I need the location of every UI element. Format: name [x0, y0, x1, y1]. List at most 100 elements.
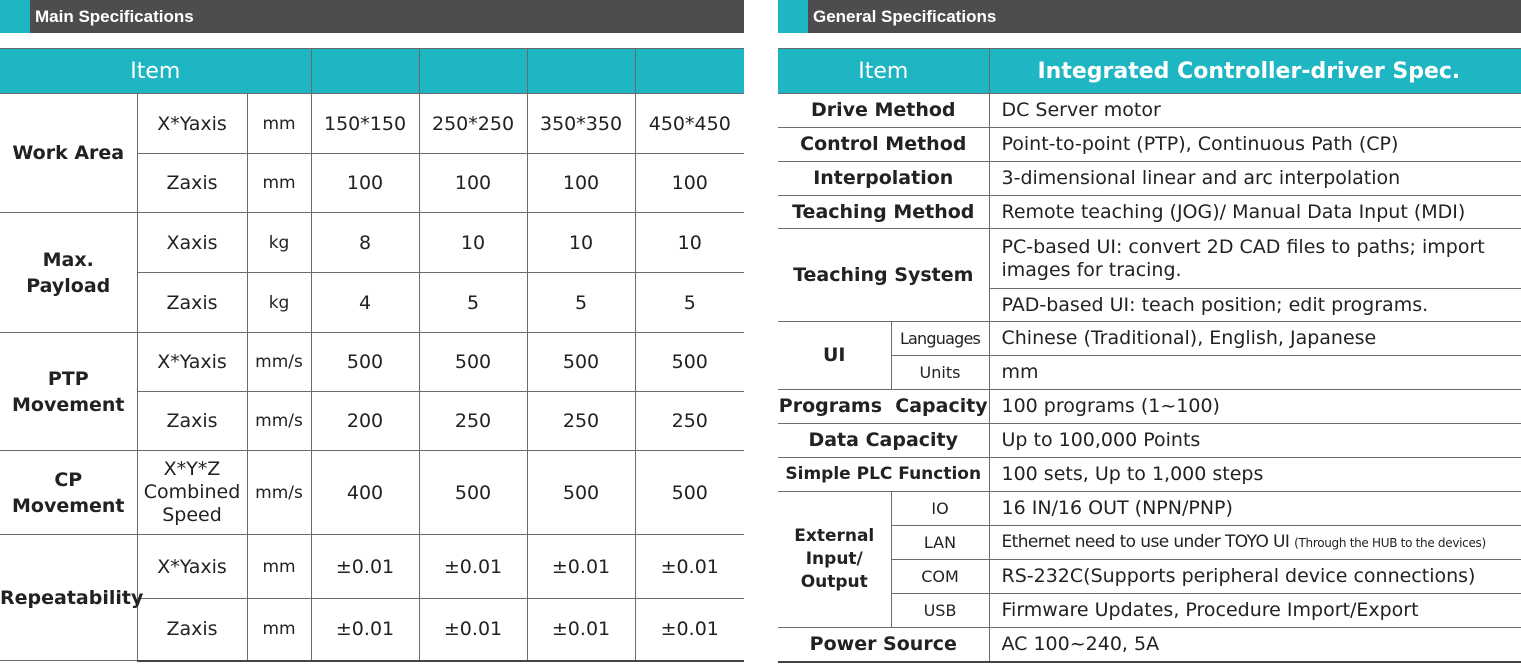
- table-row: Teaching Method Remote teaching (JOG)/ M…: [778, 195, 1521, 229]
- value-cell: ±0.01: [634, 598, 745, 662]
- header-accent: [778, 0, 808, 33]
- value-cell: 250: [634, 391, 745, 451]
- value-cell: 350*350: [526, 93, 636, 154]
- value-cell: 500: [634, 450, 745, 535]
- table-row: Simple PLC Function 100 sets, Up to 1,00…: [778, 457, 1521, 492]
- table-row: Data Capacity Up to 100,000 Points: [778, 423, 1521, 458]
- external-io-label: External Input/ Output: [778, 491, 892, 628]
- programs-capacity-value: 100 programs (1~100): [988, 389, 1521, 424]
- table-row: Max. Payload Xaxis kg 8 10 10 10: [0, 212, 745, 333]
- axis-cell: Xaxis: [136, 212, 248, 273]
- general-spec-title: General Specifications: [813, 7, 997, 26]
- value-cell: 500: [310, 332, 420, 392]
- teaching-method-label: Teaching Method: [778, 195, 990, 229]
- table-row: USB Firmware Updates, Procedure Import/E…: [778, 593, 1521, 628]
- interpolation-value: 3-dimensional linear and arc interpolati…: [988, 161, 1521, 196]
- table-row: Zaxis mm ±0.01 ±0.01 ±0.01 ±0.01: [0, 598, 745, 662]
- teaching-system-pc-value: PC-based UI: convert 2D CAD files to pat…: [988, 228, 1521, 289]
- table-row: Zaxis mm/s 200 250 250 250: [0, 391, 745, 451]
- value-cell: 250*250: [418, 93, 528, 154]
- value-cell: ±0.01: [634, 534, 745, 599]
- table-row: External Input/ Output IO 16 IN/16 OUT (…: [778, 491, 1521, 628]
- value-cell: 4: [310, 272, 420, 333]
- value-cell: 250: [526, 391, 636, 451]
- table-row: COM RS-232C(Supports peripheral device c…: [778, 559, 1521, 594]
- value-cell: 100: [310, 153, 420, 213]
- table-header-row: Item: [0, 48, 745, 94]
- table-row: CP Movement X*Y*Z Combined Speed mm/s 40…: [0, 450, 745, 535]
- model-header: [418, 48, 528, 94]
- value-cell: 200: [310, 391, 420, 451]
- main-spec-table: Item Work Area X*Yaxis mm 150*150 250*25…: [0, 48, 745, 662]
- value-cell: 450*450: [634, 93, 745, 154]
- axis-cell: Zaxis: [137, 272, 248, 333]
- table-row: UI Languages Chinese (Traditional), Engl…: [778, 321, 1521, 390]
- drive-method-value: DC Server motor: [988, 93, 1521, 128]
- header-accent: [0, 0, 30, 33]
- spec-header: Integrated Controller-driver Spec.: [988, 48, 1521, 94]
- teaching-system-label: Teaching System: [778, 228, 990, 322]
- value-cell: 10: [634, 212, 745, 273]
- value-cell: ±0.01: [418, 598, 528, 662]
- value-cell: 250: [418, 391, 528, 451]
- com-value: RS-232C(Supports peripheral device conne…: [988, 559, 1521, 594]
- unit-cell: mm: [246, 534, 312, 599]
- teaching-system-pad-value: PAD-based UI: teach position; edit progr…: [989, 288, 1521, 322]
- table-row: Power Source AC 100~240, 5A: [778, 627, 1521, 663]
- data-capacity-value: Up to 100,000 Points: [988, 423, 1521, 458]
- unit-cell: mm: [246, 153, 312, 213]
- value-cell: ±0.01: [310, 534, 420, 599]
- usb-value: Firmware Updates, Procedure Import/Expor…: [988, 593, 1521, 628]
- value-cell: 5: [418, 272, 528, 333]
- model-header: [526, 48, 636, 94]
- lan-label: LAN: [891, 525, 990, 560]
- main-spec-header-bar: Main Specifications: [0, 0, 744, 33]
- value-cell: 500: [418, 450, 528, 535]
- value-cell: ±0.01: [526, 534, 636, 599]
- interpolation-label: Interpolation: [778, 161, 990, 196]
- unit-cell: mm: [246, 93, 312, 154]
- item-header: Item: [778, 48, 990, 94]
- teaching-method-value: Remote teaching (JOG)/ Manual Data Input…: [988, 195, 1521, 229]
- plc-label: Simple PLC Function: [778, 457, 990, 492]
- lan-value-cell: Ethernet need to use under TOYO UI (Thro…: [988, 525, 1521, 560]
- axis-cell: X*Y*Z Combined Speed: [136, 450, 248, 535]
- value-cell: 100: [418, 153, 528, 213]
- table-header-row: Item Integrated Controller-driver Spec.: [778, 48, 1521, 94]
- table-row: Control Method Point-to-point (PTP), Con…: [778, 127, 1521, 162]
- general-spec-header-bar: General Specifications: [778, 0, 1521, 33]
- control-method-value: Point-to-point (PTP), Continuous Path (C…: [988, 127, 1521, 162]
- com-label: COM: [891, 559, 990, 594]
- table-row: Repeatability X*Yaxis mm ±0.01 ±0.01 ±0.…: [0, 534, 745, 661]
- axis-cell: Zaxis: [137, 153, 248, 213]
- table-row: Drive Method DC Server motor: [778, 93, 1521, 128]
- table-row: PTP Movement X*Yaxis mm/s 500 500 500 50…: [0, 332, 745, 451]
- value-cell: 500: [526, 450, 636, 535]
- io-label: IO: [890, 491, 990, 526]
- table-row: Programs Capacity 100 programs (1~100): [778, 389, 1521, 424]
- general-spec-table: Item Integrated Controller-driver Spec. …: [778, 48, 1521, 663]
- plc-value: 100 sets, Up to 1,000 steps: [988, 457, 1521, 492]
- value-cell: 500: [418, 332, 528, 392]
- languages-value: Chinese (Traditional), English, Japanese: [988, 321, 1521, 356]
- power-source-value: AC 100~240, 5A: [988, 627, 1521, 663]
- table-row: Zaxis kg 4 5 5 5: [0, 272, 745, 333]
- power-source-label: Power Source: [778, 627, 990, 663]
- model-header: [310, 48, 420, 94]
- table-row: Interpolation 3-dimensional linear and a…: [778, 161, 1521, 196]
- unit-cell: mm: [246, 598, 312, 662]
- value-cell: 10: [526, 212, 636, 273]
- value-cell: 5: [634, 272, 745, 333]
- category-cell: CP Movement: [0, 450, 138, 535]
- value-cell: ±0.01: [310, 598, 420, 662]
- axis-cell: X*Yaxis: [136, 93, 248, 154]
- value-cell: 150*150: [310, 93, 420, 154]
- usb-label: USB: [891, 593, 990, 628]
- category-cell: Repeatability: [0, 534, 143, 661]
- model-header: [634, 48, 745, 94]
- control-method-label: Control Method: [778, 127, 990, 162]
- value-cell: 400: [310, 450, 420, 535]
- units-label: Units: [891, 355, 990, 390]
- value-cell: ±0.01: [526, 598, 636, 662]
- unit-cell: mm/s: [246, 332, 312, 392]
